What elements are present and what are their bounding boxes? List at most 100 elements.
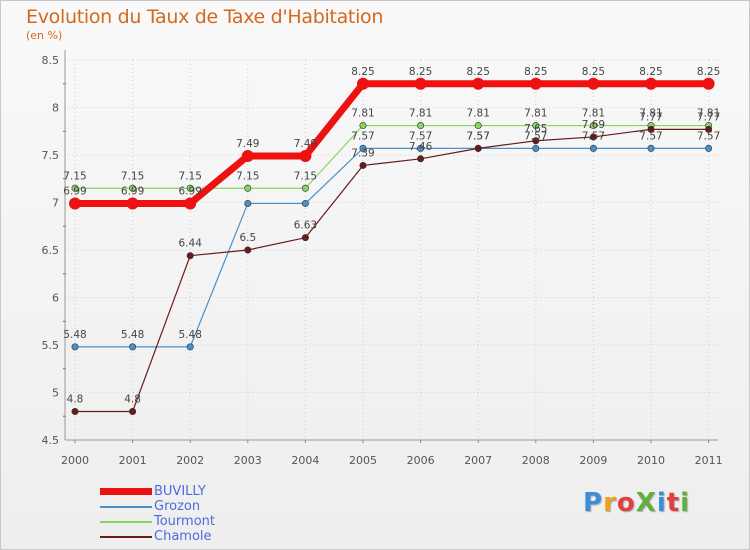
data-point-grozon: [244, 199, 252, 207]
chart-title: Evolution du Taux de Taxe d'Habitation: [26, 6, 384, 28]
data-point-buvilly: [69, 197, 81, 210]
data-point-tourmont: [417, 122, 425, 130]
legend-swatch: [100, 488, 152, 495]
data-label-chamole: 7.77: [697, 111, 720, 123]
data-label-tourmont: 7.15: [179, 170, 202, 182]
series-line-buvilly: [75, 80, 709, 207]
data-label-grozon: 7.57: [697, 130, 720, 142]
data-label-grozon: 7.57: [409, 130, 432, 142]
data-label-chamole: 4.8: [67, 394, 84, 406]
legend-item-chamole: Chamole: [100, 529, 215, 544]
legend-item-buvilly: BUVILLY: [100, 484, 215, 499]
data-point-buvilly: [126, 197, 139, 210]
data-label-tourmont: 7.81: [409, 108, 432, 120]
data-label-buvilly: 8.25: [697, 66, 720, 78]
data-label-grozon: 7.57: [582, 130, 605, 142]
data-label-tourmont: 7.15: [63, 170, 86, 182]
data-point-buvilly: [184, 197, 197, 210]
legend-label: Chamole: [154, 529, 212, 544]
data-point-buvilly: [414, 77, 427, 90]
data-point-tourmont: [359, 122, 367, 130]
data-point-buvilly: [357, 77, 369, 90]
y-tick-label: 5.5: [42, 339, 60, 352]
data-point-grozon: [705, 144, 713, 152]
data-point-buvilly: [472, 77, 485, 90]
data-label-buvilly: 8.25: [351, 66, 374, 78]
y-tick-label: 5: [52, 387, 59, 400]
data-label-buvilly: 8.25: [639, 66, 662, 78]
data-point-grozon: [359, 144, 367, 152]
legend-swatch: [100, 535, 152, 538]
y-tick-label: 7: [52, 197, 59, 210]
data-label-chamole: 6.44: [179, 238, 203, 250]
data-label-tourmont: 7.15: [121, 170, 144, 182]
data-label-grozon: 7.57: [467, 130, 490, 142]
y-tick-label: 8.5: [42, 54, 60, 67]
x-tick-label: 2007: [464, 454, 492, 467]
data-point-tourmont: [71, 184, 79, 192]
data-label-grozon: 7.57: [351, 130, 374, 142]
data-label-chamole: 6.63: [294, 220, 317, 232]
y-tick-label: 6.5: [42, 244, 60, 257]
x-tick-label: 2006: [407, 454, 435, 467]
data-point-chamole: [474, 144, 482, 152]
data-point-chamole: [359, 161, 367, 169]
y-tick-label: 8: [52, 102, 59, 115]
data-point-chamole: [705, 125, 713, 133]
data-point-chamole: [71, 407, 79, 415]
data-label-buvilly: 7.49: [236, 138, 259, 150]
chart-subtitle: (en %): [26, 29, 63, 42]
data-point-tourmont: [474, 122, 482, 130]
data-point-tourmont: [301, 184, 309, 192]
data-point-tourmont: [129, 184, 137, 192]
data-label-chamole: 7.77: [639, 111, 662, 123]
data-label-chamole: 4.8: [124, 394, 141, 406]
x-tick-label: 2005: [349, 454, 377, 467]
data-point-buvilly: [529, 77, 542, 90]
data-point-grozon: [129, 343, 137, 351]
data-label-tourmont: 7.15: [236, 170, 259, 182]
x-tick-label: 2003: [234, 454, 262, 467]
data-point-chamole: [244, 246, 252, 254]
data-label-chamole: 7.57: [467, 130, 490, 142]
data-label-grozon: 5.48: [121, 329, 144, 341]
data-label-buvilly: 6.99: [179, 185, 202, 197]
data-point-grozon: [301, 199, 309, 207]
y-tick-label: 6: [52, 292, 59, 305]
data-point-chamole: [589, 133, 597, 141]
data-label-chamole: 7.65: [524, 123, 547, 135]
proxiti-logo: ProXiti: [583, 488, 691, 518]
x-tick-label: 2004: [291, 454, 319, 467]
data-point-chamole: [647, 125, 655, 133]
legend-label: Tourmont: [154, 514, 215, 529]
data-label-tourmont: 7.81: [524, 108, 547, 120]
data-point-chamole: [129, 407, 137, 415]
data-label-buvilly: 7.49: [294, 138, 317, 150]
legend-label: BUVILLY: [154, 484, 206, 499]
series-line-chamole: [75, 128, 709, 413]
data-label-buvilly: 8.25: [409, 66, 432, 78]
data-point-chamole: [532, 137, 540, 145]
data-point-chamole: [417, 155, 425, 163]
legend-item-grozon: Grozon: [100, 499, 215, 514]
data-label-buvilly: 6.99: [121, 185, 144, 197]
legend-label: Grozon: [154, 499, 201, 514]
data-label-grozon: 7.57: [524, 130, 547, 142]
y-tick-label: 7.5: [42, 149, 60, 162]
data-label-tourmont: 7.81: [351, 108, 374, 120]
data-point-tourmont: [532, 122, 540, 130]
data-label-tourmont: 7.81: [697, 108, 720, 120]
data-label-buvilly: 6.99: [63, 185, 86, 197]
data-point-buvilly: [702, 77, 715, 90]
data-label-grozon: 5.48: [63, 329, 86, 341]
x-tick-label: 2009: [579, 454, 607, 467]
x-tick-label: 2001: [119, 454, 147, 467]
data-point-grozon: [186, 343, 194, 351]
data-label-grozon: 5.48: [179, 329, 202, 341]
legend: BUVILLY Grozon Tourmont Chamole: [100, 484, 215, 544]
data-label-tourmont: 7.81: [582, 108, 605, 120]
data-point-tourmont: [589, 122, 597, 130]
data-label-chamole: 7.46: [409, 141, 433, 153]
data-label-tourmont: 7.81: [639, 108, 662, 120]
